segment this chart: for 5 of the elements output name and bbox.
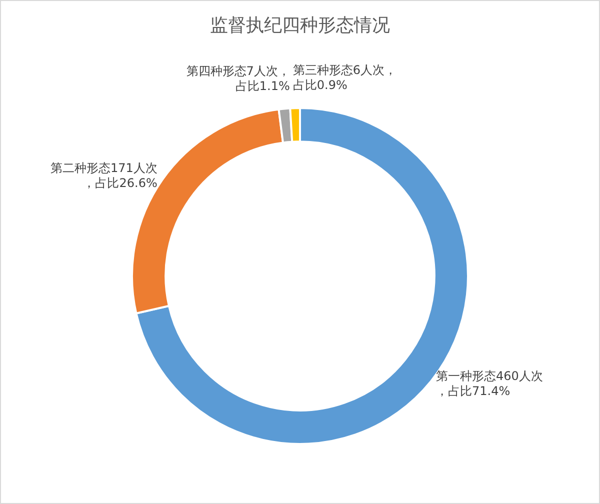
slice-label: 第一种形态460人次，占比71.4% bbox=[436, 369, 543, 398]
chart-title: 监督执纪四种形态情况 bbox=[209, 14, 391, 37]
slice-label: 第二种形态171人次，占比26.6% bbox=[50, 160, 158, 190]
slice-label: 第三种形态6人次，占比0.9% bbox=[292, 63, 397, 92]
slice-label: 第四种形态7人次，占比1.1% bbox=[186, 64, 290, 93]
